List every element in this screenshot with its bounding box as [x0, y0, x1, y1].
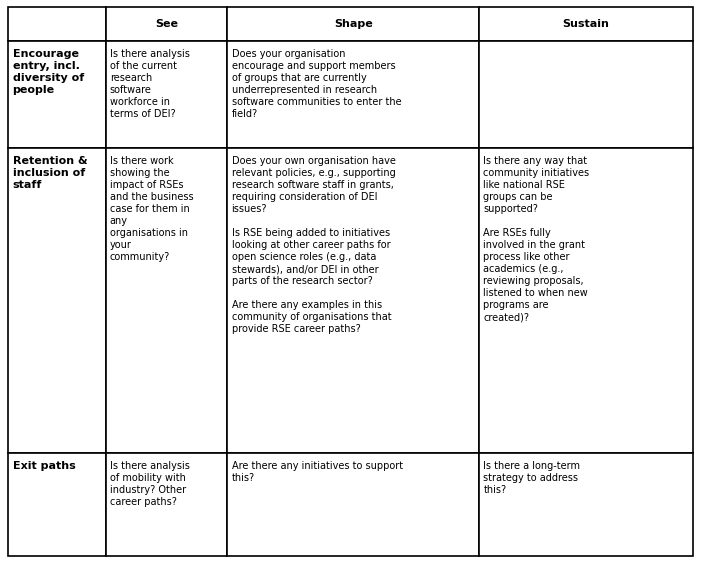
Bar: [106, 7, 227, 41]
Bar: [8, 41, 106, 148]
Text: Shape: Shape: [334, 19, 373, 29]
Bar: [479, 41, 693, 148]
Bar: [227, 453, 479, 556]
Text: Encourage
entry, incl.
diversity of
people: Encourage entry, incl. diversity of peop…: [13, 49, 84, 95]
Text: Is there a long-term
strategy to address
this?: Is there a long-term strategy to address…: [483, 461, 580, 495]
Bar: [227, 148, 479, 453]
Bar: [479, 7, 693, 41]
Bar: [106, 453, 227, 556]
Text: Are there any initiatives to support
this?: Are there any initiatives to support thi…: [231, 461, 402, 483]
Text: Sustain: Sustain: [562, 19, 609, 29]
Bar: [106, 41, 227, 148]
Text: Does your organisation
encourage and support members
of groups that are currentl: Does your organisation encourage and sup…: [231, 49, 401, 119]
Bar: [8, 453, 106, 556]
Text: See: See: [155, 19, 178, 29]
Text: Does your own organisation have
relevant policies, e.g., supporting
research sof: Does your own organisation have relevant…: [231, 156, 395, 334]
Bar: [479, 453, 693, 556]
Bar: [227, 41, 479, 148]
Bar: [8, 148, 106, 453]
Text: Retention &
inclusion of
staff: Retention & inclusion of staff: [13, 156, 87, 190]
Text: Is there work
showing the
impact of RSEs
and the business
case for them in
any
o: Is there work showing the impact of RSEs…: [110, 156, 193, 262]
Text: Is there analysis
of the current
research
software
workforce in
terms of DEI?: Is there analysis of the current researc…: [110, 49, 190, 119]
Text: Exit paths: Exit paths: [13, 461, 76, 471]
Bar: [227, 7, 479, 41]
Bar: [106, 148, 227, 453]
Bar: [479, 148, 693, 453]
Bar: [8, 7, 106, 41]
Text: Is there analysis
of mobility with
industry? Other
career paths?: Is there analysis of mobility with indus…: [110, 461, 190, 507]
Text: Is there any way that
community initiatives
like national RSE
groups can be
supp: Is there any way that community initiati…: [483, 156, 590, 322]
